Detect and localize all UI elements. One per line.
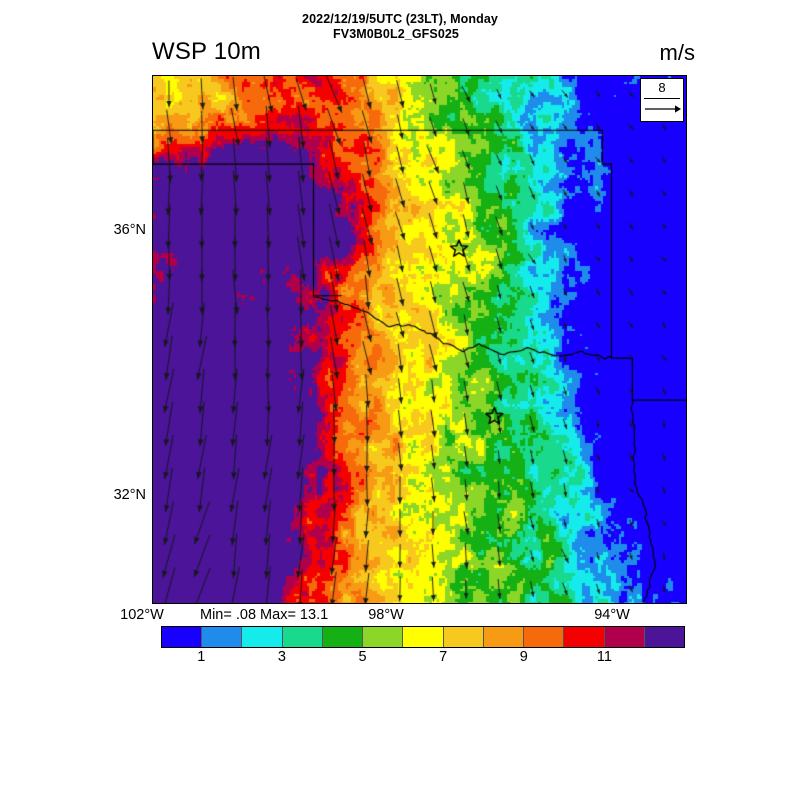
- colorbar-segment-5[interactable]: [363, 627, 404, 647]
- colorbar-tick-3: 3: [277, 649, 286, 665]
- colorbar-segment-10[interactable]: [564, 627, 605, 647]
- colorbar-tick-11: 11: [596, 649, 612, 665]
- colorbar-legend: 1 3 5 7 9 11: [161, 626, 685, 665]
- units-label: m/s: [659, 40, 695, 65]
- colorbar-tick-5: 5: [358, 649, 367, 665]
- vector-key-magnitude: 8: [658, 80, 666, 95]
- min-max-stats: Min= .08 Max= 13.1: [200, 607, 329, 623]
- map-plot-area[interactable]: 8: [152, 75, 687, 604]
- right-arrow-icon: [645, 105, 681, 113]
- title-datetime: 2022/12/19/5UTC (23LT), Monday: [302, 12, 498, 26]
- colorbar-tick-labels: 1 3 5 7 9 11: [161, 649, 685, 669]
- colorbar-segment-3[interactable]: [282, 627, 323, 647]
- colorbar-segment-8[interactable]: [483, 627, 525, 647]
- windspeed-heatmap: [153, 76, 686, 603]
- colorbar-segment-1[interactable]: [202, 627, 243, 647]
- lon-tick-98w: 98°W: [368, 607, 404, 623]
- vector-key-divider: [644, 98, 680, 99]
- colorbar-tick-1: 1: [197, 649, 206, 665]
- lon-tick-94w: 94°W: [594, 607, 630, 623]
- colorbar-segment-7[interactable]: [443, 627, 484, 647]
- colorbar-segment-4[interactable]: [322, 627, 364, 647]
- colorbar-segment-12[interactable]: [644, 627, 685, 647]
- field-label: WSP 10m: [152, 38, 261, 65]
- vector-reference-key: 8: [640, 78, 684, 122]
- colorbar-swatches[interactable]: [161, 626, 685, 648]
- figure-title-block: 2022/12/19/5UTC (23LT), Monday FV3M0B0L2…: [0, 12, 800, 42]
- lat-tick-32n: 32°N: [113, 487, 146, 503]
- colorbar-segment-2[interactable]: [242, 627, 283, 647]
- colorbar-segment-9[interactable]: [524, 627, 565, 647]
- colorbar-segment-0[interactable]: [162, 627, 203, 647]
- colorbar-segment-11[interactable]: [604, 627, 645, 647]
- colorbar-tick-7: 7: [439, 649, 448, 665]
- lon-tick-102w: 102°W: [120, 607, 164, 623]
- colorbar-tick-9: 9: [519, 649, 528, 665]
- colorbar-segment-6[interactable]: [403, 627, 444, 647]
- lat-tick-36n: 36°N: [113, 222, 146, 238]
